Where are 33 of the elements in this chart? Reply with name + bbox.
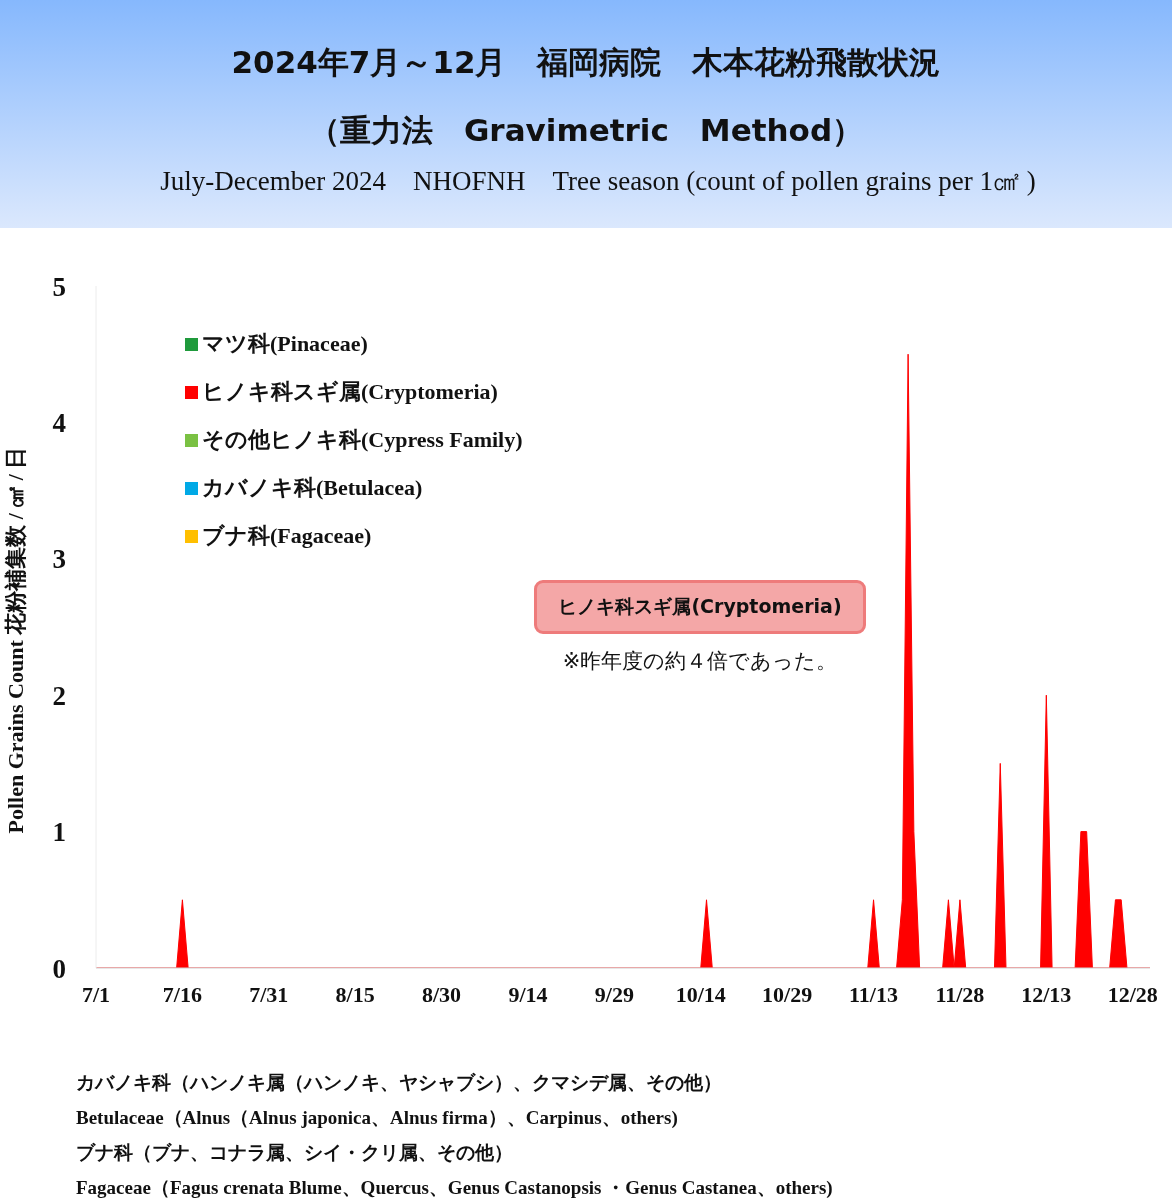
x-tick-label: 7/1 [81,981,111,1007]
chart-subtitle: July-December 2024 NHOFNH Tree season (count of pollen grains per 1㎠ ) [159,165,1037,198]
y-tick-label: 3 [52,544,66,575]
x-tick-label: 9/29 [594,981,634,1007]
chart-title: 2024年7月～12月 福岡病院 木本花粉飛散状況（重力法 Gravimetric Method） [230,43,942,150]
annotation: ※昨年度の約４倍であった。 [561,648,839,675]
x-tick-label: 7/31 [249,981,289,1007]
x-tick-label: 11/28 [935,981,985,1007]
legend-label: ブナ科(Fagaceae) [202,522,372,550]
x-tick-label: 7/16 [162,981,202,1007]
legend-label: その他ヒノキ科(Cypress Family) [202,426,523,454]
x-tick-label: 11/13 [849,981,898,1007]
legend-label: カバノキ科(Betulacea) [202,474,423,502]
x-tick-label: 8/15 [335,981,375,1007]
legend-label: ヒノキ科スギ属(Cryptomeria) [202,378,498,406]
x-tick-label: 8/30 [422,981,462,1007]
y-axis-title: Pollen Grains Count 花粉補集数 / ㎠ / 日 [2,446,29,834]
x-tick-label: 10/14 [675,981,726,1007]
x-tick-label: 12/28 [1107,981,1158,1007]
x-tick-label: 10/29 [762,981,813,1007]
y-tick-label: 0 [52,953,66,984]
text: ブナ科（ブナ、コナラ属、シイ・クリ属、その他） [76,1140,513,1165]
text: Betulaceae（Alnus（Alnus japonica、Alnus firma）、Carpinus、others) [76,1106,678,1130]
y-tick-label: 4 [52,407,66,438]
legend-label: マツ科(Pinaceae) [202,330,368,358]
x-tick-label: 9/14 [508,981,548,1007]
y-tick-label: 1 [52,817,66,848]
text: Fagaceae（Fagus crenata Blume、Quercus、Genus Castanopsis ・Genus Castanea、others) [76,1176,833,1200]
text: カバノキ科（ハンノキ属（ハンノキ、ヤシャブシ）、クマシデ属、その他） [76,1070,722,1095]
x-tick-label: 12/13 [1021,981,1072,1007]
annotation: ヒノキ科スギ属(Cryptomeria) [534,580,866,634]
y-tick-label: 5 [52,271,66,302]
y-tick-label: 2 [52,680,66,711]
